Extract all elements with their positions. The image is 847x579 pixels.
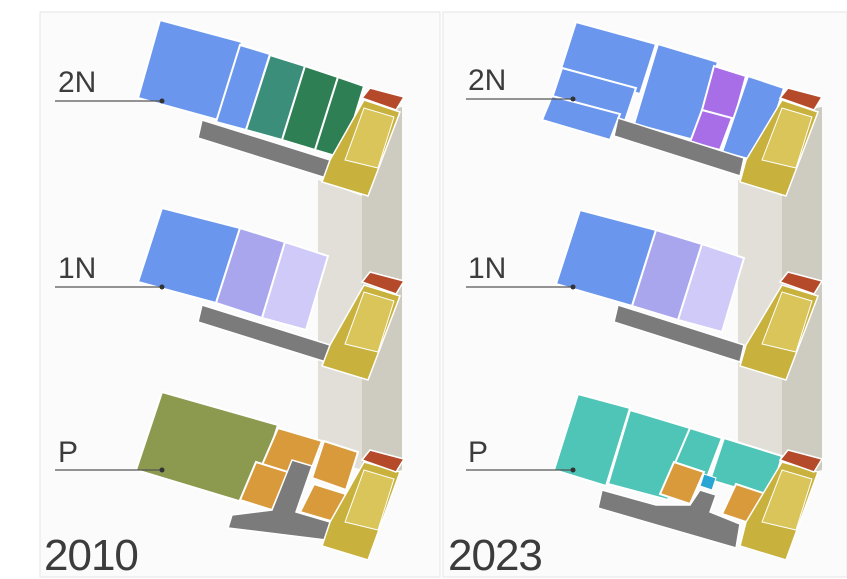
- office-room: [632, 42, 720, 142]
- panel-2023: 2N 1N: [448, 20, 824, 579]
- corridor: [597, 489, 741, 549]
- stair-treads: [344, 469, 395, 531]
- service-room: [360, 87, 406, 111]
- corridor: [613, 304, 745, 363]
- corridor: [613, 117, 745, 177]
- label-leader-dot: [570, 284, 576, 290]
- service-room: [360, 271, 406, 295]
- floor-p-2010: P: [55, 390, 406, 561]
- floor-p-2023: P: [466, 392, 824, 561]
- year-label-2023: 2023: [448, 531, 542, 579]
- service-room: [778, 87, 824, 111]
- floor-2n-2010: 2N: [55, 18, 406, 197]
- stair-treads: [344, 291, 395, 353]
- panel-2010: 2N 1N P: [44, 18, 406, 579]
- orange-room: [658, 460, 706, 506]
- small-cyan-room: [699, 473, 717, 491]
- year-label-2010: 2010: [44, 531, 138, 579]
- light-lavender-room: [260, 240, 330, 332]
- floor-label-p: P: [468, 436, 488, 469]
- stair-treads: [761, 291, 813, 353]
- floor-1n-2023: 1N: [466, 208, 824, 381]
- stair-treads: [761, 469, 813, 531]
- label-leader-dot: [159, 284, 165, 290]
- service-room: [778, 271, 824, 295]
- floor-1n-2010: 1N: [55, 206, 406, 381]
- office-room: [136, 18, 244, 122]
- label-leader-dot: [570, 467, 576, 473]
- service-room: [360, 449, 406, 473]
- stair-treads: [344, 107, 395, 169]
- label-leader-dot: [570, 96, 576, 102]
- floor-label-1n: 1N: [58, 252, 96, 285]
- floor-2n-2023: 2N: [466, 20, 824, 197]
- office-room: [540, 94, 622, 142]
- turquoise-hall: [552, 392, 632, 488]
- light-lavender-room: [676, 242, 746, 334]
- olive-hall: [134, 390, 280, 507]
- orange-room: [310, 439, 360, 492]
- floor-label-2n: 2N: [468, 64, 506, 97]
- corridor: [227, 459, 331, 541]
- service-room: [778, 449, 824, 473]
- stair-treads: [761, 107, 813, 169]
- floor-label-1n: 1N: [468, 252, 506, 285]
- floor-label-p: P: [58, 436, 78, 469]
- label-leader-dot: [159, 467, 165, 473]
- label-leader-dot: [159, 98, 165, 104]
- vertical-shaft-front: [318, 180, 362, 470]
- floor-label-2n: 2N: [58, 66, 96, 99]
